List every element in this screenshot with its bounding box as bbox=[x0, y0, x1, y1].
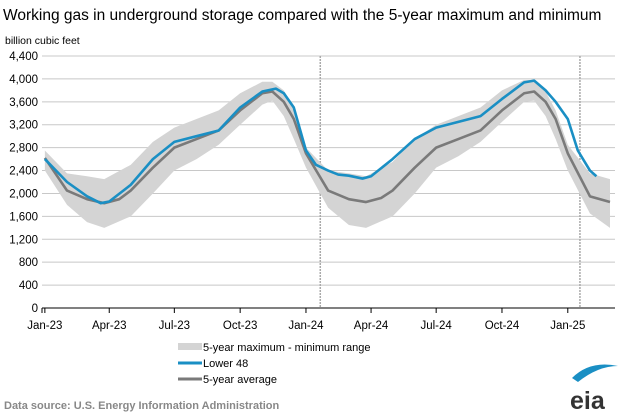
y-tick-label: 0 bbox=[32, 303, 38, 315]
x-tick-label: Apr-23 bbox=[92, 320, 127, 332]
legend-label-lower48: Lower 48 bbox=[203, 358, 248, 370]
eia-logo: eia bbox=[570, 364, 618, 415]
y-tick-label: 2,000 bbox=[9, 188, 38, 200]
y-tick-label: 1,600 bbox=[9, 211, 38, 223]
chart-title: Working gas in underground storage compa… bbox=[3, 7, 601, 24]
x-tick-label: Jul-24 bbox=[420, 320, 452, 332]
y-tick-label: 400 bbox=[19, 280, 38, 292]
legend-label-average: 5-year average bbox=[203, 374, 277, 386]
lower48-line bbox=[43, 79, 598, 205]
range-band bbox=[44, 80, 610, 228]
y-tick-label: 2,800 bbox=[9, 143, 38, 155]
y-tick-label: 1,200 bbox=[9, 234, 38, 246]
x-tick-label: Oct-23 bbox=[223, 320, 258, 332]
y-axis-label: billion cubic feet bbox=[5, 35, 80, 47]
x-tick-label: Jan-24 bbox=[288, 320, 324, 332]
x-tick-label: Oct-24 bbox=[485, 320, 520, 332]
legend: 5-year maximum - minimum range Lower 48 … bbox=[178, 342, 370, 386]
y-tick-label: 2,400 bbox=[9, 166, 38, 178]
x-tick-label: Jan-25 bbox=[550, 320, 585, 332]
svg-text:eia: eia bbox=[570, 387, 606, 415]
y-tick-label: 4,000 bbox=[9, 74, 38, 86]
average-line bbox=[43, 90, 611, 205]
legend-label-range: 5-year maximum - minimum range bbox=[203, 342, 370, 354]
y-tick-label: 3,600 bbox=[9, 97, 38, 109]
x-tick-label: Apr-24 bbox=[354, 320, 389, 332]
y-tick-label: 4,400 bbox=[9, 51, 38, 63]
x-tick-label: Jan-23 bbox=[27, 320, 62, 332]
x-tick-label: Jul-23 bbox=[159, 320, 190, 332]
legend-swatch-range bbox=[178, 343, 202, 350]
y-tick-label: 800 bbox=[19, 257, 38, 269]
data-source: Data source: U.S. Energy Information Adm… bbox=[4, 400, 280, 412]
y-tick-label: 3,200 bbox=[9, 120, 38, 132]
